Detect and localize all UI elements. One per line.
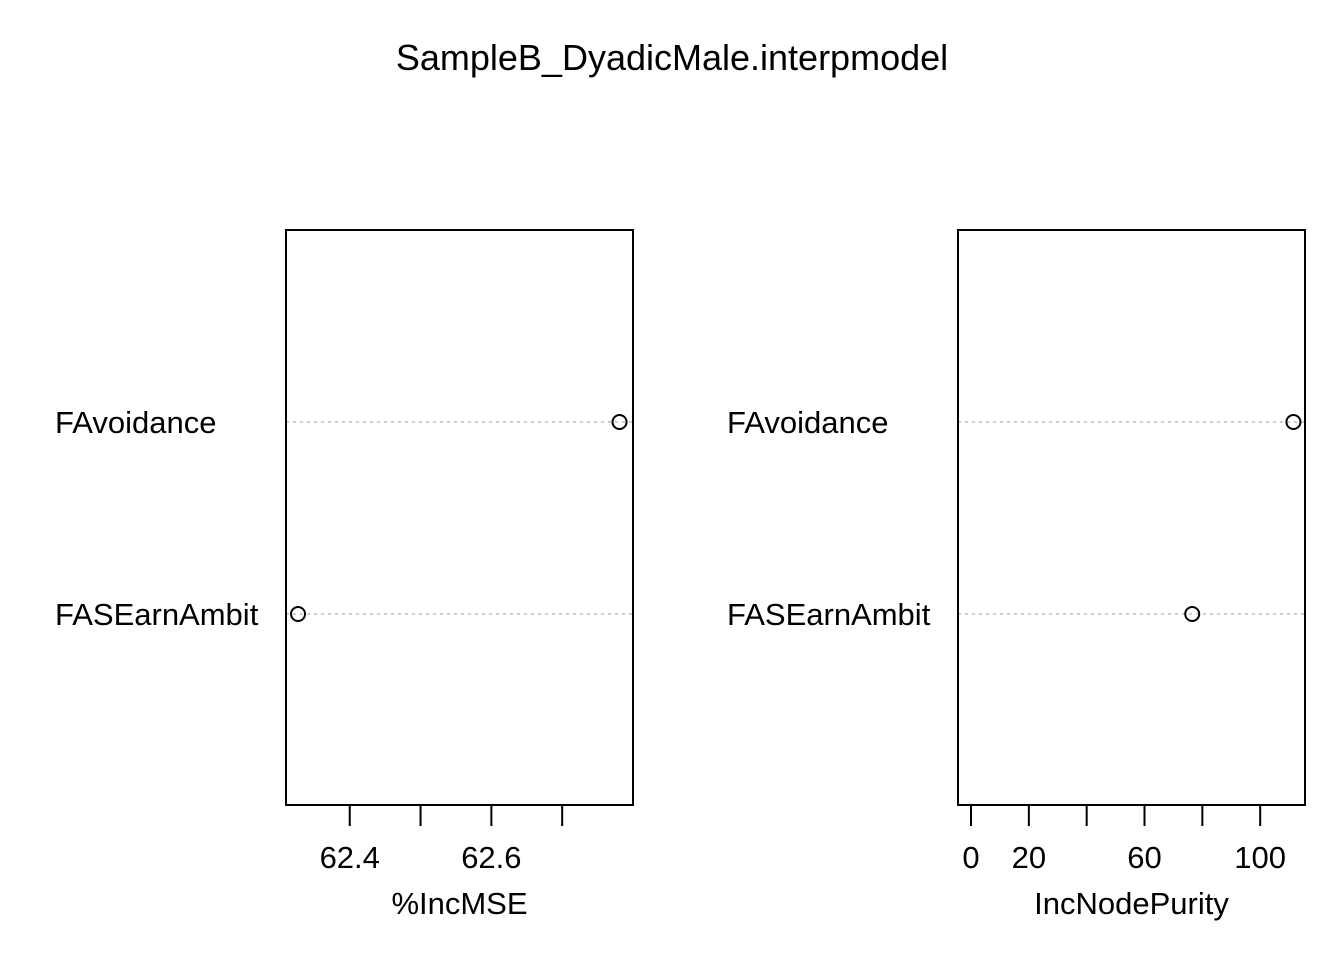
category-label: FASEarnAmbit <box>55 597 259 632</box>
panel-incmse: FAvoidance FASEarnAmbit 62.4 62.6 %IncMSE <box>55 229 634 921</box>
data-point <box>611 414 628 430</box>
figure-title: SampleB_DyadicMale.interpmodel <box>396 37 948 78</box>
x-axis-label: %IncMSE <box>391 886 527 921</box>
x-tick-label: 20 <box>1012 840 1046 875</box>
category-label: FASEarnAmbit <box>727 597 931 632</box>
category-label: FAvoidance <box>727 405 888 440</box>
plot-frame <box>285 229 634 806</box>
plot-frame <box>957 229 1306 806</box>
data-point <box>290 606 307 622</box>
category-label: FAvoidance <box>55 405 216 440</box>
x-tick-label: 100 <box>1234 840 1286 875</box>
x-tick-label: 62.4 <box>320 840 380 875</box>
x-tick-label: 60 <box>1127 840 1161 875</box>
data-point <box>1184 606 1201 622</box>
panel-incnodepurity: FAvoidance FASEarnAmbit 0 20 60 100IncNodePur… <box>727 229 1306 921</box>
data-point <box>1285 414 1302 430</box>
x-tick-label: 0 <box>962 840 979 875</box>
x-axis-label: IncNodePurity <box>1034 886 1229 921</box>
x-tick-label: 62.6 <box>461 840 521 875</box>
